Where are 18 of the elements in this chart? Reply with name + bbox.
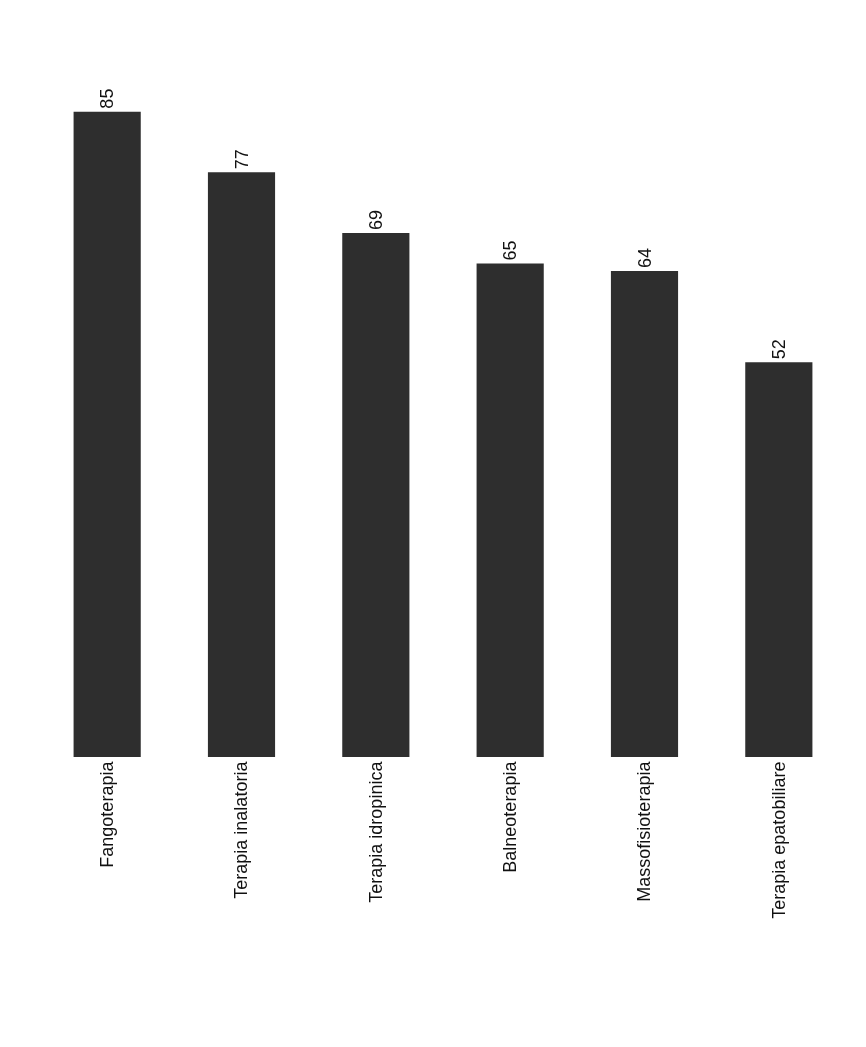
x-tick-label: Balneoterapia [500, 760, 521, 873]
data-label: 65 [500, 240, 521, 261]
data-label: 69 [365, 210, 386, 231]
bar [610, 271, 679, 757]
x-tick-label: Terapia epatobiliare [768, 761, 789, 919]
bar [342, 233, 410, 757]
x-tick-label: Massofisioterapia [634, 760, 655, 902]
bar [207, 172, 276, 757]
data-label: 85 [97, 88, 118, 109]
data-label: 64 [634, 248, 655, 269]
data-label: 52 [768, 339, 789, 360]
x-tick-label: Fangoterapia [97, 760, 118, 868]
x-tick-label: Terapia inalatoria [231, 760, 252, 899]
data-label: 77 [231, 149, 252, 170]
bar [476, 263, 544, 757]
bar [73, 111, 141, 757]
x-tick-label: Terapia idropinica [365, 760, 386, 903]
bar [745, 362, 813, 757]
